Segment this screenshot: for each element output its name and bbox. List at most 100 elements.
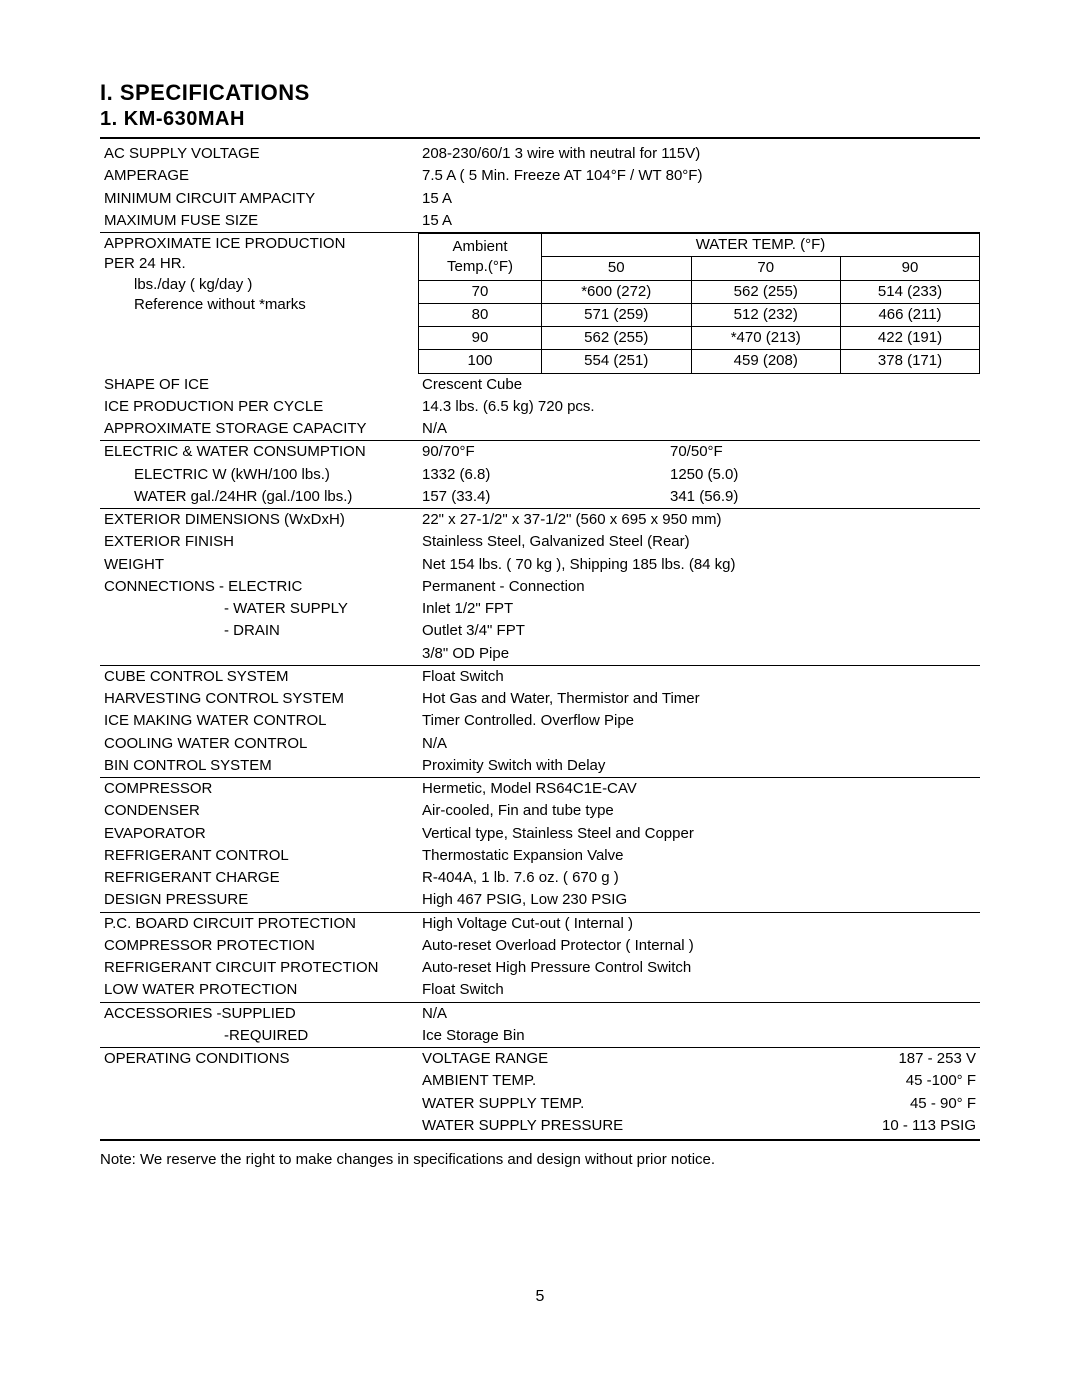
- section-heading: I. SPECIFICATIONS: [100, 80, 980, 106]
- spec-label: EXTERIOR FINISH: [100, 531, 418, 553]
- table-row: REFRIGERANT CHARGER-404A, 1 lb. 7.6 oz. …: [100, 867, 980, 889]
- table-row: WEIGHTNet 154 lbs. ( 70 kg ), Shipping 1…: [100, 554, 980, 576]
- spec-label: HARVESTING CONTROL SYSTEM: [100, 688, 418, 710]
- spec-value: WATER SUPPLY TEMP.: [418, 1093, 796, 1115]
- table-row: EXTERIOR DIMENSIONS (WxDxH)22" x 27-1/2"…: [100, 509, 980, 531]
- table-row: ICE PRODUCTION PER CYCLE14.3 lbs. (6.5 k…: [100, 396, 980, 418]
- rule-bottom: [100, 1139, 980, 1141]
- spec-value: Thermostatic Expansion Valve: [418, 845, 980, 867]
- operating-block: OPERATING CONDITIONS VOLTAGE RANGE187 - …: [100, 1048, 980, 1137]
- spec-table5: COMPRESSORHermetic, Model RS64C1E-CAV CO…: [100, 778, 980, 912]
- table-row: ICE MAKING WATER CONTROLTimer Controlled…: [100, 710, 980, 732]
- spec-label: EXTERIOR DIMENSIONS (WxDxH): [100, 509, 418, 531]
- spec-label: MAXIMUM FUSE SIZE: [100, 210, 418, 232]
- table-row: HARVESTING CONTROL SYSTEMHot Gas and Wat…: [100, 688, 980, 710]
- spec-value: N/A: [418, 733, 980, 755]
- spec-value: 341 (56.9): [666, 486, 980, 508]
- spec-label: ICE PRODUCTION PER CYCLE: [100, 396, 418, 418]
- spec-label: CONNECTIONS - ELECTRIC: [100, 576, 418, 598]
- table-row: COMPRESSORHermetic, Model RS64C1E-CAV: [100, 778, 980, 800]
- rule-top: [100, 137, 980, 139]
- spec-value: High 467 PSIG, Low 230 PSIG: [418, 889, 980, 911]
- spec-value: Crescent Cube: [418, 374, 980, 396]
- spec-label: MINIMUM CIRCUIT AMPACITY: [100, 188, 418, 210]
- ice-cell: 80: [419, 303, 542, 326]
- spec-value: Vertical type, Stainless Steel and Coppe…: [418, 823, 980, 845]
- spec-value: Hermetic, Model RS64C1E-CAV: [418, 778, 980, 800]
- table-row: AC SUPPLY VOLTAGE208-230/60/1 3 wire wit…: [100, 143, 980, 165]
- spec-value: 22" x 27-1/2" x 37-1/2" (560 x 695 x 950…: [418, 509, 980, 531]
- spec-value: Timer Controlled. Overflow Pipe: [418, 710, 980, 732]
- table-row: P.C. BOARD CIRCUIT PROTECTIONHigh Voltag…: [100, 913, 980, 935]
- table-row: AMPERAGE7.5 A ( 5 Min. Freeze AT 104°F /…: [100, 165, 980, 187]
- spec-label: LOW WATER PROTECTION: [100, 979, 418, 1001]
- spec-label: APPROXIMATE STORAGE CAPACITY: [100, 418, 418, 440]
- ice-col: 70: [691, 257, 841, 280]
- spec-value: 1332 (6.8): [418, 464, 666, 486]
- table-row: MINIMUM CIRCUIT AMPACITY15 A: [100, 188, 980, 210]
- ice-cell: 100: [419, 350, 542, 373]
- spec-table: AC SUPPLY VOLTAGE208-230/60/1 3 wire wit…: [100, 143, 980, 232]
- spec-label: P.C. BOARD CIRCUIT PROTECTION: [100, 913, 418, 935]
- spec-label: COMPRESSOR PROTECTION: [100, 935, 418, 957]
- spec-value: N/A: [418, 418, 980, 440]
- ice-cell: 459 (208): [691, 350, 841, 373]
- table-row: BIN CONTROL SYSTEMProximity Switch with …: [100, 755, 980, 777]
- spec-value: 90/70°F: [418, 441, 666, 463]
- spec-value: 208-230/60/1 3 wire with neutral for 115…: [418, 143, 980, 165]
- spec-value: N/A: [418, 1003, 980, 1025]
- spec-value: R-404A, 1 lb. 7.6 oz. ( 670 g ): [418, 867, 980, 889]
- ice-cell: 554 (251): [542, 350, 692, 373]
- table-row: ACCESSORIES -SUPPLIEDN/A: [100, 1003, 980, 1025]
- spec-label: PER 24 HR.: [104, 254, 414, 274]
- spec-value: High Voltage Cut-out ( Internal ): [418, 913, 980, 935]
- ice-cell: 422 (191): [841, 327, 980, 350]
- table-row: - DRAIN Outlet 3/4" FPT: [100, 620, 980, 642]
- spec-value: Hot Gas and Water, Thermistor and Timer: [418, 688, 980, 710]
- spec-label: ICE MAKING WATER CONTROL: [100, 710, 418, 732]
- table-row: COOLING WATER CONTROLN/A: [100, 733, 980, 755]
- spec-label: BIN CONTROL SYSTEM: [100, 755, 418, 777]
- spec-table7: ACCESSORIES -SUPPLIEDN/A -REQUIREDIce St…: [100, 1003, 980, 1048]
- spec-label: OPERATING CONDITIONS: [100, 1048, 418, 1137]
- spec-value: Outlet 3/4" FPT: [418, 620, 980, 642]
- spec-value: AMBIENT TEMP.: [418, 1070, 796, 1092]
- table-row: CONDENSERAir-cooled, Fin and tube type: [100, 800, 980, 822]
- spec-value: Auto-reset High Pressure Control Switch: [418, 957, 980, 979]
- spec-label: CUBE CONTROL SYSTEM: [100, 666, 418, 688]
- ice-cell: 70: [419, 280, 542, 303]
- consumption-block: ELECTRIC & WATER CONSUMPTION 90/70°F 70/…: [100, 441, 980, 508]
- ice-cell: 466 (211): [841, 303, 980, 326]
- spec-value: 70/50°F: [666, 441, 980, 463]
- table-row: -REQUIREDIce Storage Bin: [100, 1025, 980, 1047]
- table-row: APPROXIMATE STORAGE CAPACITYN/A: [100, 418, 980, 440]
- spec-label: AC SUPPLY VOLTAGE: [100, 143, 418, 165]
- spec-sublabel: - DRAIN: [104, 622, 280, 639]
- ice-cell: 378 (171): [841, 350, 980, 373]
- spec-value: 15 A: [418, 210, 980, 232]
- spec-value: Ice Storage Bin: [418, 1025, 980, 1047]
- ice-cell: 562 (255): [691, 280, 841, 303]
- spec-label: CONDENSER: [100, 800, 418, 822]
- spec-value: 187 - 253 V: [796, 1048, 980, 1070]
- spec-value: Auto-reset Overload Protector ( Internal…: [418, 935, 980, 957]
- ice-cell: 514 (233): [841, 280, 980, 303]
- spec-label: ACCESSORIES -SUPPLIED: [100, 1003, 418, 1025]
- spec-value: 14.3 lbs. (6.5 kg) 720 pcs.: [418, 396, 980, 418]
- footnote: Note: We reserve the right to make chang…: [100, 1151, 980, 1168]
- table-row: EVAPORATORVertical type, Stainless Steel…: [100, 823, 980, 845]
- spec-label: EVAPORATOR: [100, 823, 418, 845]
- spec-value: 7.5 A ( 5 Min. Freeze AT 104°F / WT 80°F…: [418, 165, 980, 187]
- spec-value: VOLTAGE RANGE: [418, 1048, 796, 1070]
- ice-cell: 90: [419, 327, 542, 350]
- spec-label: WEIGHT: [100, 554, 418, 576]
- table-row: REFRIGERANT CONTROLThermostatic Expansio…: [100, 845, 980, 867]
- spec-label: COOLING WATER CONTROL: [100, 733, 418, 755]
- spec-value: 157 (33.4): [418, 486, 666, 508]
- table-row: REFRIGERANT CIRCUIT PROTECTIONAuto-reset…: [100, 957, 980, 979]
- spec-value: Stainless Steel, Galvanized Steel (Rear): [418, 531, 980, 553]
- spec-label: REFRIGERANT CHARGE: [100, 867, 418, 889]
- spec-value: 15 A: [418, 188, 980, 210]
- table-row: OPERATING CONDITIONS VOLTAGE RANGE187 - …: [100, 1048, 980, 1070]
- spec-label: DESIGN PRESSURE: [100, 889, 418, 911]
